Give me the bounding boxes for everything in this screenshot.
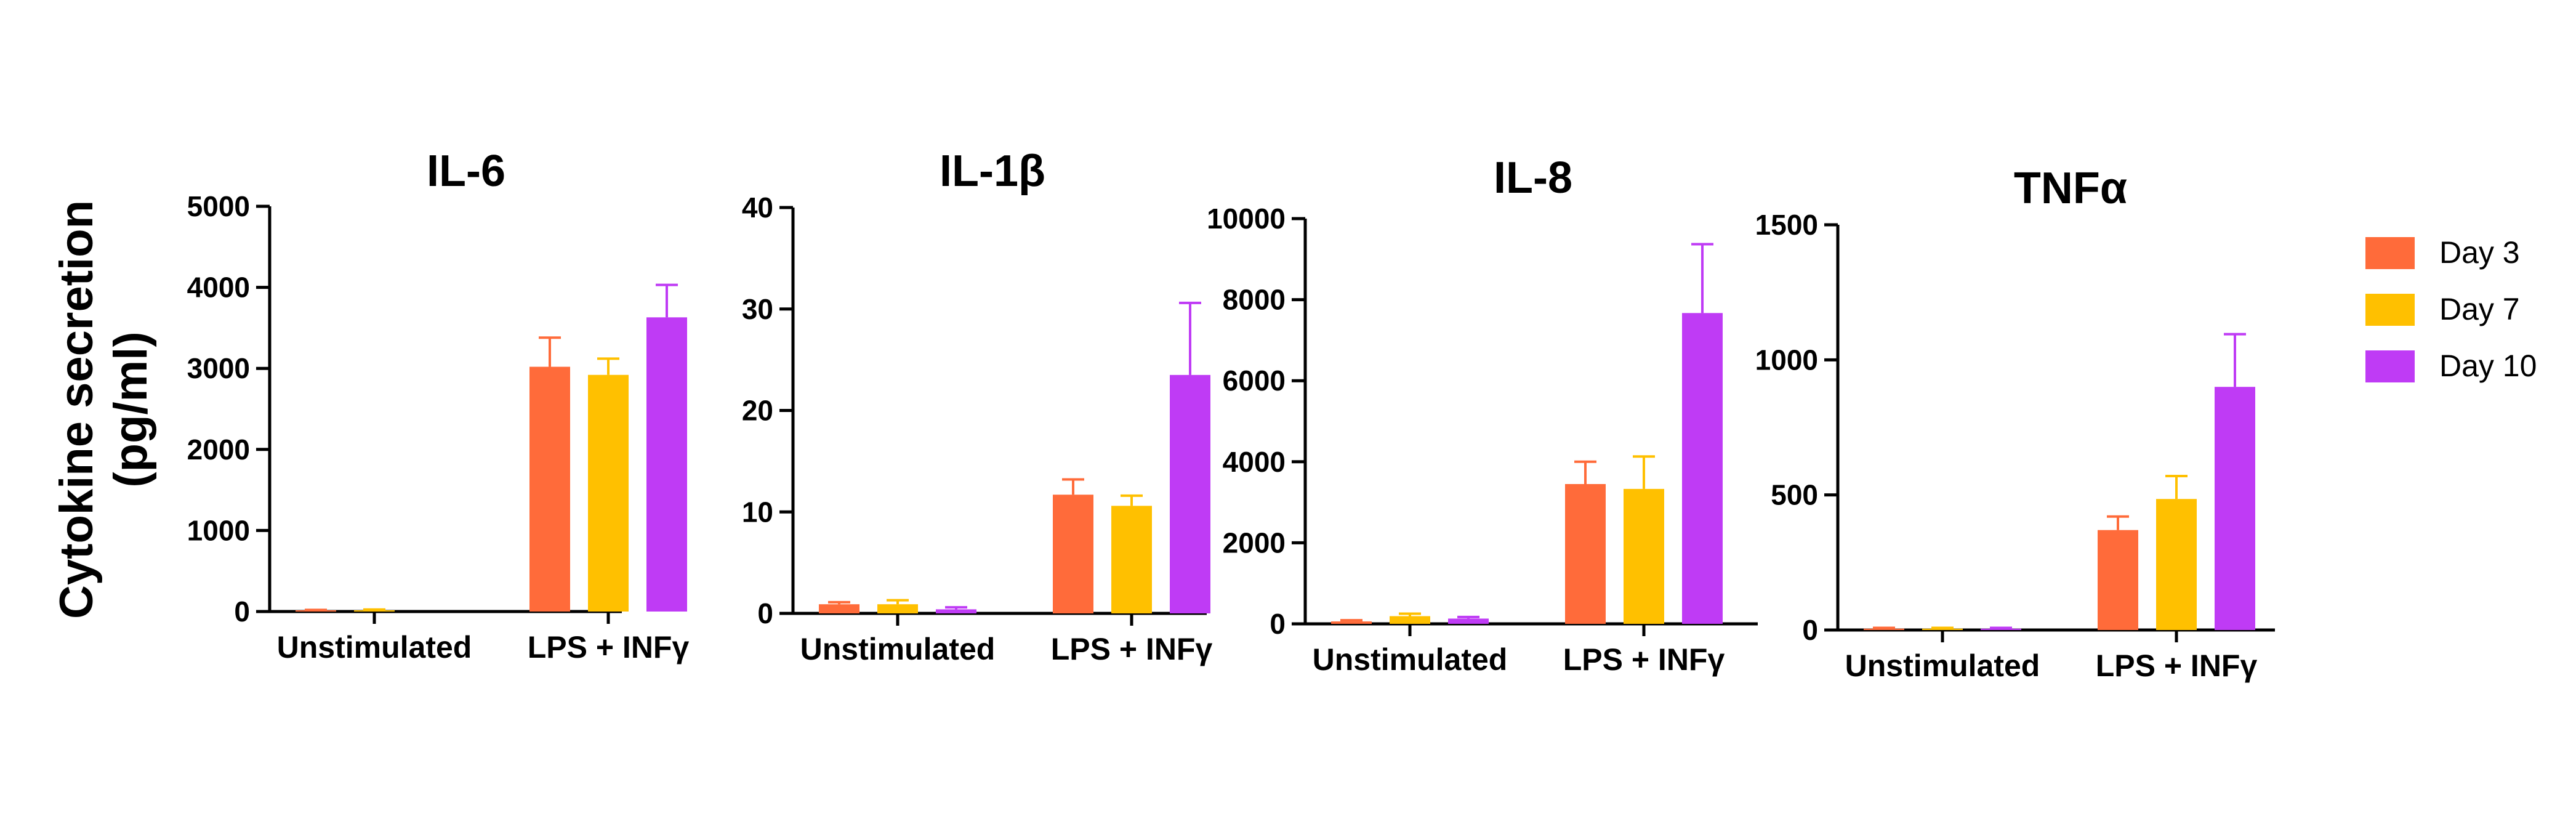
y-tick-label: 1000: [187, 514, 250, 546]
legend-label: Day 3: [2439, 235, 2520, 270]
bar-day-10: [1170, 374, 1210, 613]
y-tick-label: 0: [757, 597, 773, 629]
bar-day-3: [1565, 483, 1606, 624]
bar-day-7: [1624, 488, 1664, 624]
bar-day-3: [1331, 621, 1372, 624]
x-tick-label: Unstimulated: [1845, 648, 2040, 683]
y-tick-label: 1500: [1755, 209, 1818, 241]
chart-title: IL-6: [427, 147, 505, 196]
y-tick-label: 30: [742, 293, 773, 325]
y-tick-label: 3000: [187, 352, 250, 384]
y-axis-label-line2: (pg/ml): [105, 331, 157, 487]
x-tick-label: LPS + INFγ: [2096, 648, 2258, 683]
y-tick-label: 500: [1771, 479, 1818, 511]
legend-swatch: [2365, 294, 2415, 326]
bar-day-10: [1682, 313, 1723, 624]
y-tick-label: 20: [742, 395, 773, 427]
bar-day-7: [354, 610, 395, 612]
y-tick-label: 10000: [1207, 203, 1286, 235]
y-axis-label-line1: Cytokine secretion: [50, 200, 103, 619]
chart-title: IL-8: [1494, 153, 1572, 203]
legend-swatch: [2365, 350, 2415, 382]
bar-day-3: [529, 366, 570, 612]
y-tick-label: 0: [234, 596, 250, 628]
bar-day-3: [1864, 628, 1904, 630]
legend-swatch: [2365, 237, 2415, 269]
bar-day-7: [1111, 506, 1152, 613]
x-tick-label: LPS + INFγ: [1051, 632, 1213, 666]
bar-day-10: [2215, 387, 2255, 630]
y-tick-label: 4000: [187, 272, 250, 304]
bar-day-10: [936, 609, 976, 613]
chart-4: TNFα 0 500 1000 1500 Unstimulated LPS + INFγ: [1755, 164, 2275, 683]
x-tick-label: Unstimulated: [277, 630, 472, 664]
bar-day-3: [2098, 530, 2138, 630]
bar-day-7: [1922, 628, 1963, 630]
y-tick-label: 5000: [187, 190, 250, 222]
bar-day-7: [1390, 616, 1430, 624]
y-tick-label: 6000: [1223, 365, 1286, 397]
chart-1: IL-6 0 1000 2000 3000 4000 5000 Unstimulated LPS…: [187, 147, 690, 664]
y-axis-label: Cytokine secretion (pg/ml): [50, 200, 157, 619]
bar-day-10: [646, 317, 687, 612]
x-tick-label: LPS + INFγ: [1563, 642, 1725, 677]
legend: Day 3 Day 7 Day 10: [2365, 235, 2537, 383]
chart-3: IL-8 0 2000 4000 6000 8000 10000 Unstimulated LP…: [1207, 153, 1758, 677]
bar-day-7: [877, 604, 918, 613]
chart-title: TNFα: [2014, 164, 2127, 213]
y-tick-label: 0: [1802, 614, 1818, 646]
bar-day-10: [1448, 618, 1489, 624]
bar-day-10: [1981, 628, 2021, 630]
y-tick-label: 8000: [1223, 284, 1286, 316]
chart-2: IL-1β 0 10 20 30 40 Unstimulated LPS + INFγ: [742, 147, 1213, 666]
x-tick-label: Unstimulated: [1313, 642, 1508, 677]
y-tick-label: 40: [742, 192, 773, 224]
bar-day-3: [1053, 495, 1093, 613]
y-tick-label: 1000: [1755, 344, 1818, 376]
y-tick-label: 2000: [1223, 527, 1286, 559]
bar-day-7: [2156, 499, 2197, 630]
x-tick-label: Unstimulated: [800, 632, 996, 666]
bar-day-7: [588, 374, 629, 612]
bar-day-3: [819, 604, 859, 613]
y-tick-label: 10: [742, 496, 773, 528]
chart-title: IL-1β: [940, 147, 1045, 196]
legend-label: Day 10: [2439, 349, 2537, 383]
y-tick-label: 4000: [1223, 446, 1286, 478]
y-tick-label: 0: [1270, 608, 1286, 640]
x-tick-label: LPS + INFγ: [528, 630, 690, 664]
legend-label: Day 7: [2439, 292, 2520, 326]
y-tick-label: 2000: [187, 434, 250, 466]
